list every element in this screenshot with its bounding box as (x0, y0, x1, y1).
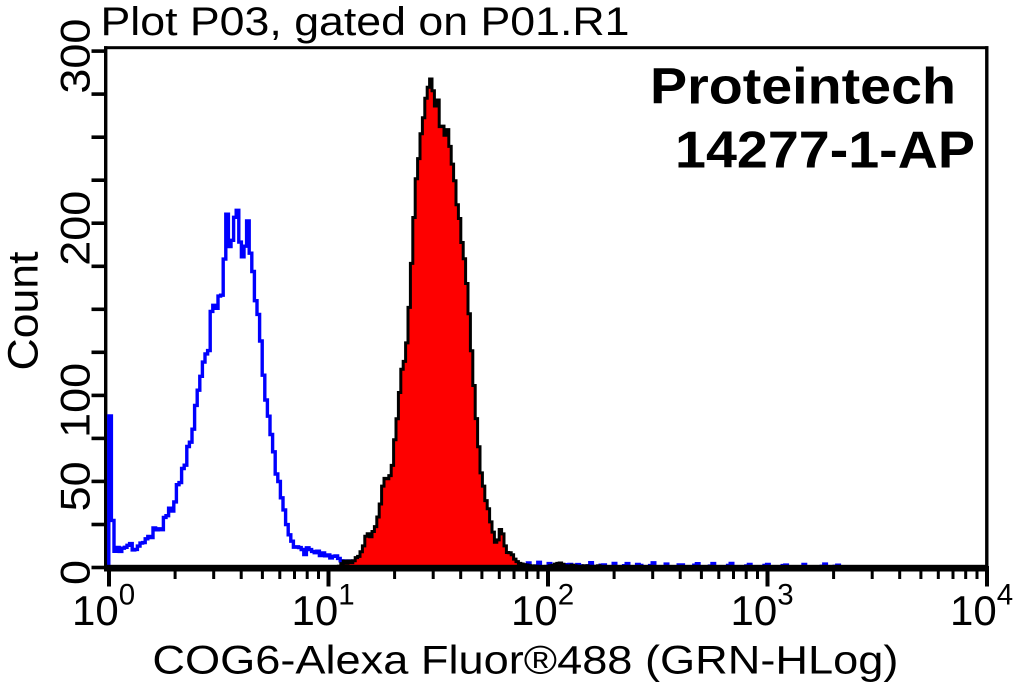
svg-text:0: 0 (52, 560, 99, 585)
svg-text:103: 103 (731, 579, 794, 635)
svg-text:Plot P03, gated on P01.R1: Plot P03, gated on P01.R1 (101, 0, 630, 44)
svg-text:200: 200 (52, 191, 99, 266)
svg-text:300: 300 (52, 19, 99, 94)
svg-text:Proteintech: Proteintech (650, 58, 956, 115)
svg-text:COG6-Alexa Fluor®488 (GRN-HLog: COG6-Alexa Fluor®488 (GRN-HLog) (152, 639, 898, 683)
svg-text:100: 100 (52, 363, 99, 438)
svg-text:104: 104 (950, 579, 1013, 635)
svg-text:14277-1-AP: 14277-1-AP (675, 121, 975, 179)
svg-text:Count: Count (0, 251, 48, 370)
svg-text:101: 101 (292, 579, 355, 635)
svg-text:50: 50 (52, 461, 99, 511)
